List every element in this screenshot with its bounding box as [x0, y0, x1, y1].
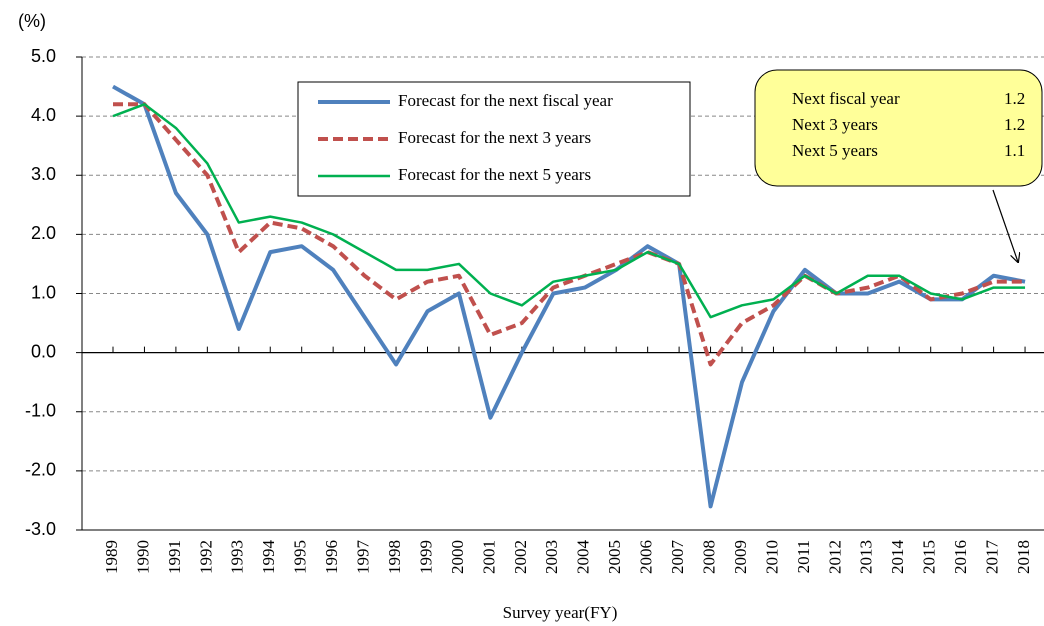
x-tick-label: 1995 — [291, 540, 310, 574]
y-tick-label: 3.0 — [31, 164, 56, 184]
x-tick-label: 1991 — [165, 540, 184, 574]
callout-value: 1.2 — [1004, 89, 1025, 108]
x-tick-label: 2007 — [668, 540, 687, 575]
x-tick-label: 2018 — [1014, 540, 1033, 574]
x-tick-label: 2001 — [479, 540, 498, 574]
x-tick-label: 2011 — [794, 540, 813, 573]
x-tick-label: 2009 — [731, 540, 750, 574]
series-line — [112, 84, 1026, 509]
y-tick-label: 1.0 — [31, 282, 56, 302]
callout-value: 1.1 — [1004, 141, 1025, 160]
series-line — [113, 102, 1026, 367]
y-tick-label: 2.0 — [31, 223, 56, 243]
y-tick-label: -1.0 — [25, 401, 56, 421]
callout-label: Next fiscal year — [792, 89, 900, 108]
x-tick-label: 2014 — [888, 540, 907, 575]
x-tick-label: 1989 — [102, 540, 121, 574]
x-tick-label: 2013 — [857, 540, 876, 574]
x-tick-label: 2012 — [825, 540, 844, 574]
x-tick-label: 2002 — [511, 540, 530, 574]
y-tick-label: 5.0 — [31, 46, 56, 66]
x-tick-label: 2000 — [448, 540, 467, 574]
x-tick-label: 2015 — [920, 540, 939, 574]
legend-label: Forecast for the next fiscal year — [398, 91, 613, 110]
legend: Forecast for the next fiscal year Forecas… — [318, 91, 613, 184]
x-tick-label: 1990 — [133, 540, 152, 574]
y-tick-label: -2.0 — [25, 460, 56, 480]
x-tick-label: 2005 — [605, 540, 624, 574]
series-line — [112, 103, 1026, 319]
callout-label: Next 5 years — [792, 141, 878, 160]
y-unit-label: (%) — [18, 11, 46, 31]
callout-value: 1.2 — [1004, 115, 1025, 134]
x-tick-label: 2010 — [762, 540, 781, 574]
x-tick-label: 1997 — [354, 540, 373, 575]
legend-label: Forecast for the next 3 years — [398, 128, 591, 147]
legend-label: Forecast for the next 5 years — [398, 165, 591, 184]
y-tick-label: -3.0 — [25, 519, 56, 539]
x-tick-label: 1992 — [196, 540, 215, 574]
x-tick-label: 1993 — [228, 540, 247, 574]
x-tick-label: 2008 — [699, 540, 718, 574]
callout: Next fiscal year 1.2 Next 3 years 1.2 Next 5… — [792, 89, 1025, 160]
callout-arrow — [992, 189, 1018, 262]
x-tick-label: 2016 — [951, 540, 970, 574]
x-tick-label: 1999 — [416, 540, 435, 574]
plot-area: -3.0 -2.0 -1.0 0.0 1.0 2.0 3.0 4.0 5.0 1989 1990 19… — [25, 46, 1044, 574]
x-tick-label: 2004 — [574, 540, 593, 575]
callout-label: Next 3 years — [792, 115, 878, 134]
x-tick-label: 1994 — [259, 540, 278, 575]
x-tick-label: 2006 — [637, 540, 656, 574]
x-tick-label: 1996 — [322, 540, 341, 574]
x-tick-label: 2003 — [542, 540, 561, 574]
x-axis-label: Survey year(FY) — [503, 603, 618, 622]
y-tick-label: 0.0 — [31, 341, 56, 361]
x-tick-label: 1998 — [385, 540, 404, 574]
y-tick-label: 4.0 — [31, 105, 56, 125]
x-tick-label: 2017 — [983, 540, 1002, 575]
callout-box — [754, 69, 1043, 187]
